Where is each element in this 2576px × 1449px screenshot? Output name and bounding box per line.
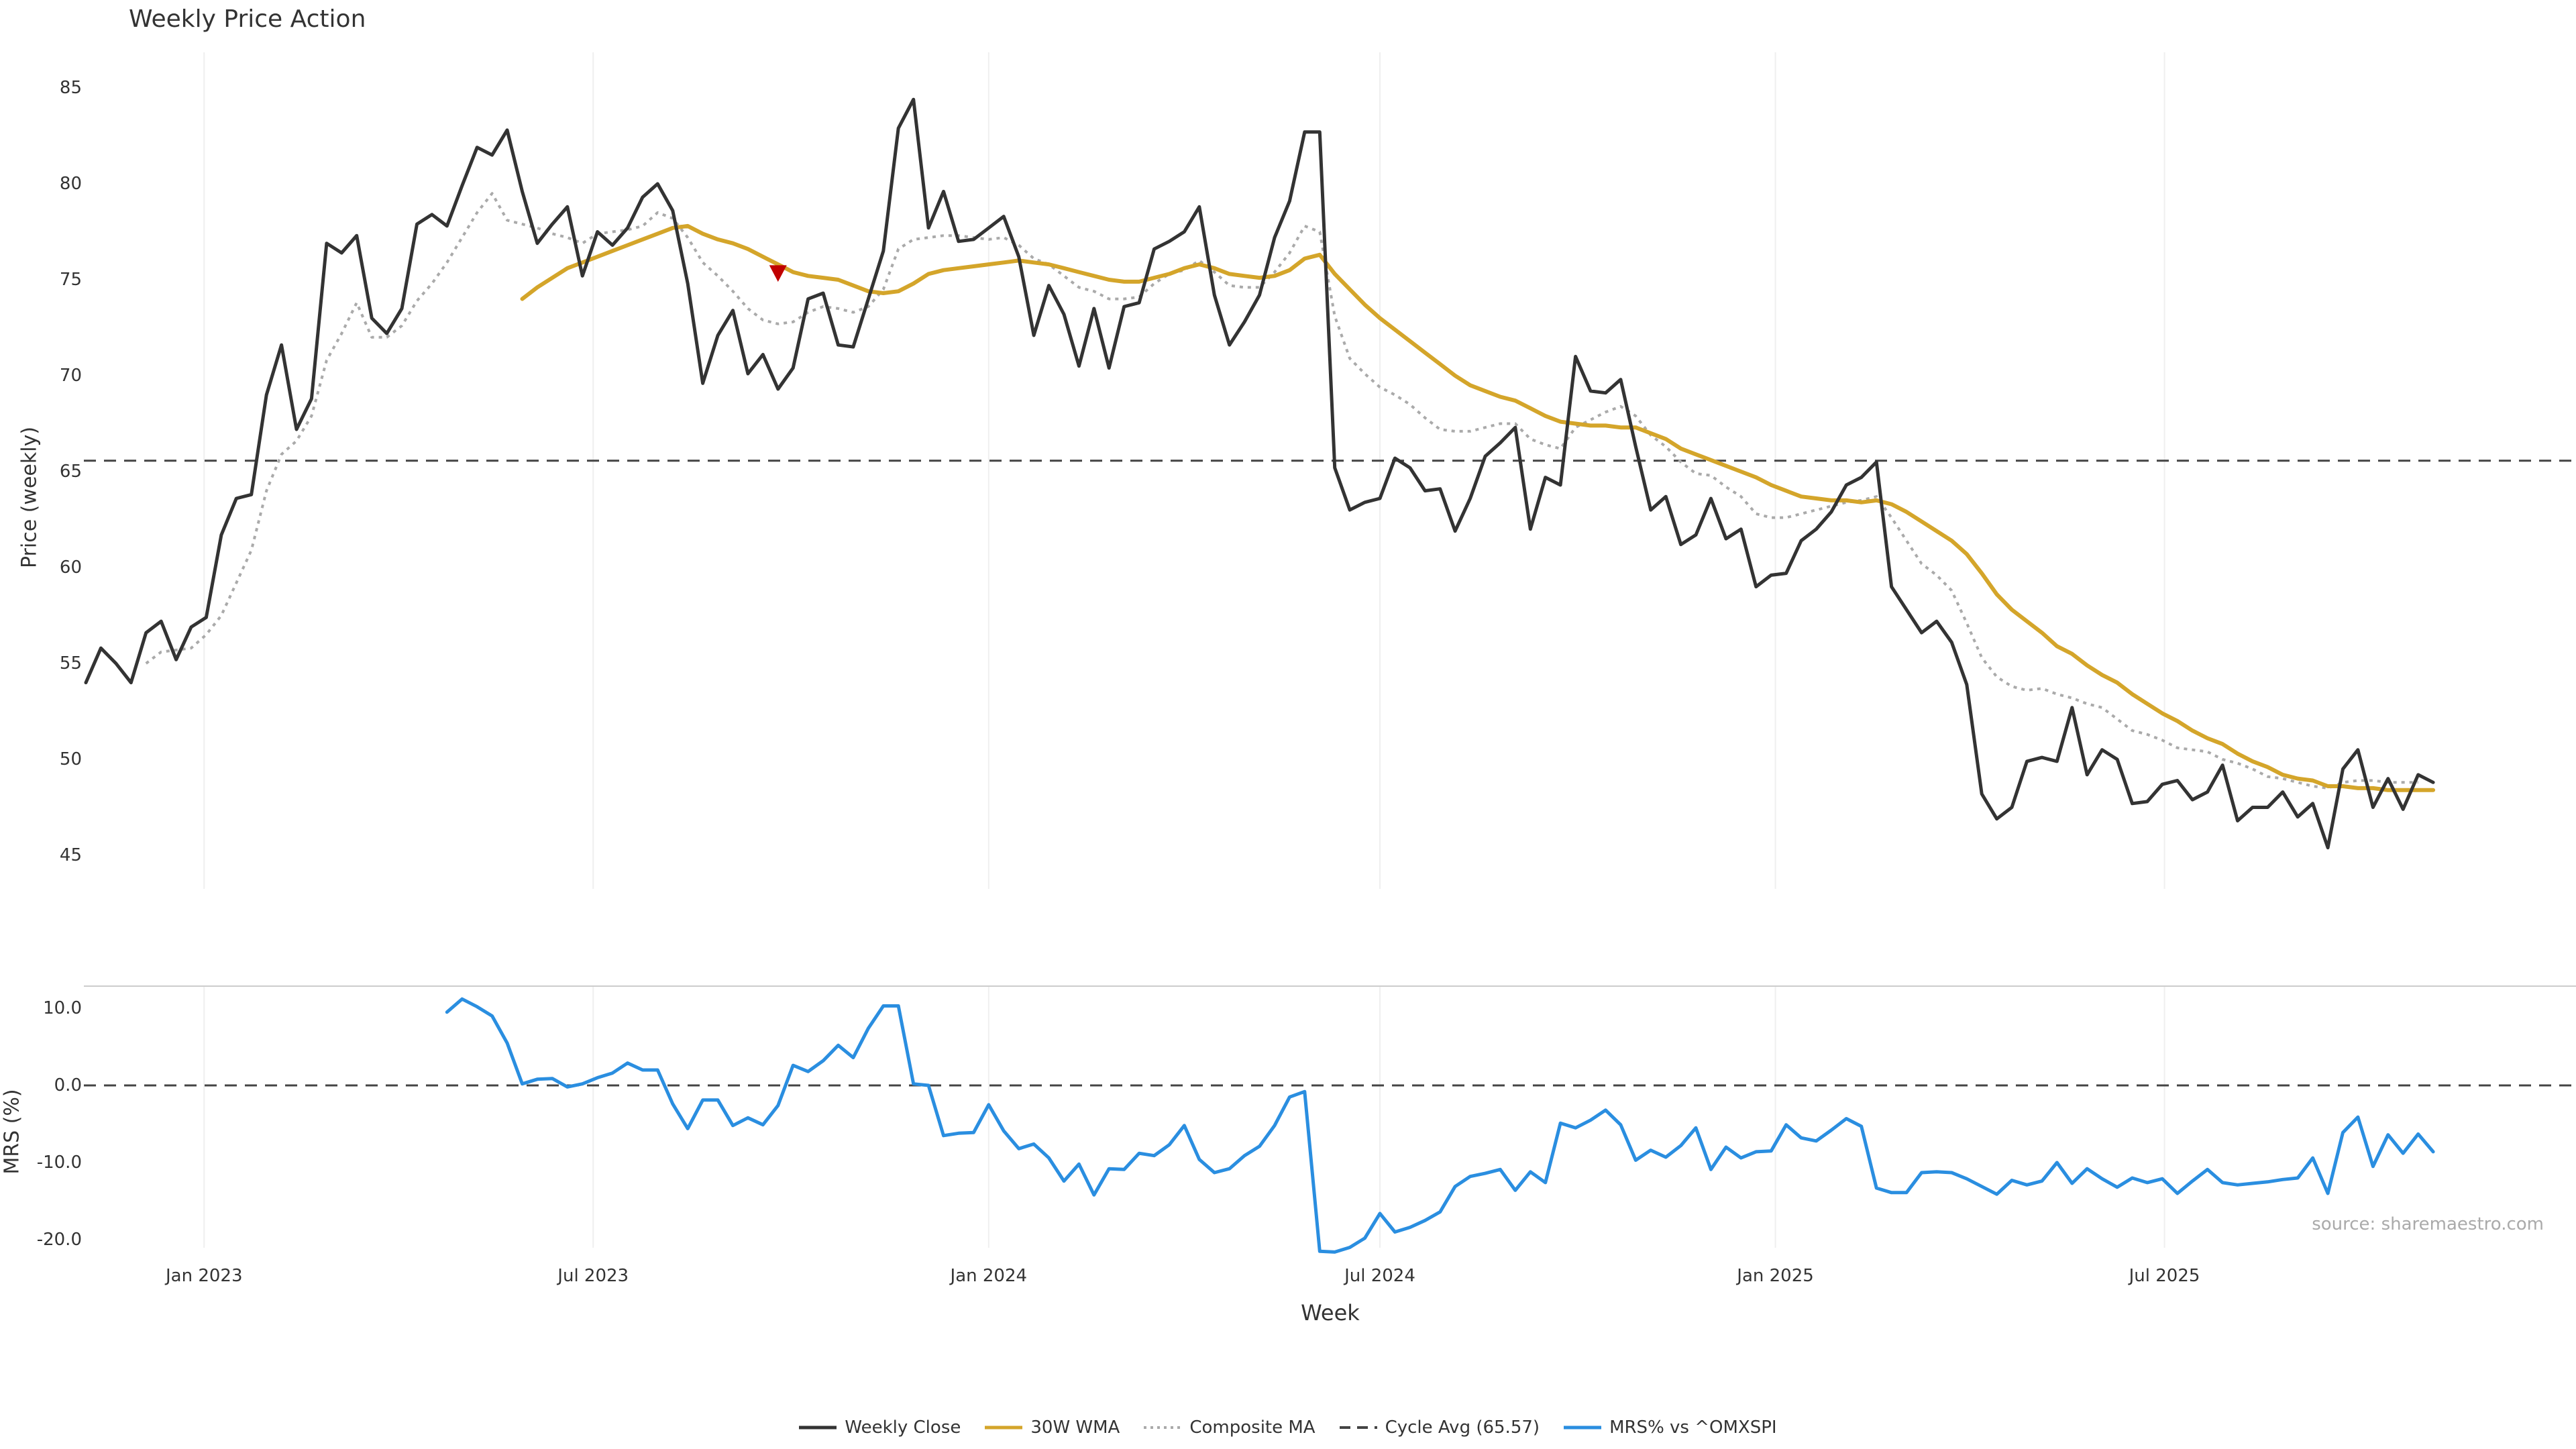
top-y-tick-label: 45 xyxy=(60,845,82,865)
legend-label-composite-ma: Composite MA xyxy=(1189,1417,1316,1438)
legend-swatch-cycle-avg-icon xyxy=(1339,1426,1377,1429)
top-y-tick-label: 80 xyxy=(60,174,82,194)
bottom-y-tick-label: 0.0 xyxy=(54,1075,82,1095)
legend-item-cycle-avg: Cycle Avg (65.57) xyxy=(1339,1417,1540,1438)
source-watermark: source: sharemaestro.com xyxy=(2312,1214,2544,1234)
top-y-tick-label: 85 xyxy=(60,78,82,98)
x-axis-label: Week xyxy=(1301,1300,1360,1326)
top-y-tick-label: 65 xyxy=(60,462,82,482)
legend-label-30w-wma: 30W WMA xyxy=(1030,1417,1120,1438)
chart-legend: Weekly Close 30W WMA Composite MA Cycle … xyxy=(0,1417,2576,1438)
x-tick-label: Jan 2024 xyxy=(949,1266,1028,1286)
top-y-tick-label: 70 xyxy=(60,366,82,386)
legend-item-composite-ma: Composite MA xyxy=(1144,1417,1316,1438)
top-y-tick-label: 75 xyxy=(60,270,82,290)
chart-title: Weekly Price Action xyxy=(129,5,366,33)
signal-marker-icon xyxy=(769,265,787,282)
legend-label-cycle-avg: Cycle Avg (65.57) xyxy=(1385,1417,1540,1438)
bottom-y-tick-label: -10.0 xyxy=(37,1152,82,1173)
legend-swatch-weekly-close-icon xyxy=(799,1426,837,1430)
legend-label-weekly-close: Weekly Close xyxy=(845,1417,961,1438)
composite-ma-line xyxy=(145,192,2418,790)
x-tick-label: Jul 2023 xyxy=(556,1266,629,1286)
x-tick-label: Jan 2025 xyxy=(1735,1266,1814,1286)
top-y-axis-label: Price (weekly) xyxy=(18,427,42,568)
mrs-line xyxy=(445,997,2435,1254)
x-tick-label: Jan 2023 xyxy=(164,1266,243,1286)
legend-item-weekly-close: Weekly Close xyxy=(799,1417,961,1438)
top-y-tick-label: 55 xyxy=(60,653,82,674)
x-tick-label: Jul 2024 xyxy=(1343,1266,1415,1286)
legend-label-mrs: MRS% vs ^OMXSPI xyxy=(1609,1417,1777,1438)
bottom-y-tick-label: -20.0 xyxy=(37,1230,82,1250)
wma-30w-line xyxy=(520,223,2436,792)
legend-swatch-30w-wma-icon xyxy=(985,1426,1023,1430)
legend-swatch-mrs-icon xyxy=(1564,1426,1602,1430)
legend-item-mrs: MRS% vs ^OMXSPI xyxy=(1564,1417,1777,1438)
legend-swatch-composite-ma-icon xyxy=(1144,1426,1182,1429)
x-tick-label: Jul 2025 xyxy=(2128,1266,2200,1286)
bottom-y-axis-label: MRS (%) xyxy=(1,1089,24,1174)
bottom-y-tick-label: 10.0 xyxy=(43,998,82,1018)
weekly-close-line xyxy=(84,97,2435,850)
top-y-tick-label: 50 xyxy=(60,749,82,769)
legend-item-30w-wma: 30W WMA xyxy=(985,1417,1120,1438)
top-y-tick-label: 60 xyxy=(60,557,82,578)
